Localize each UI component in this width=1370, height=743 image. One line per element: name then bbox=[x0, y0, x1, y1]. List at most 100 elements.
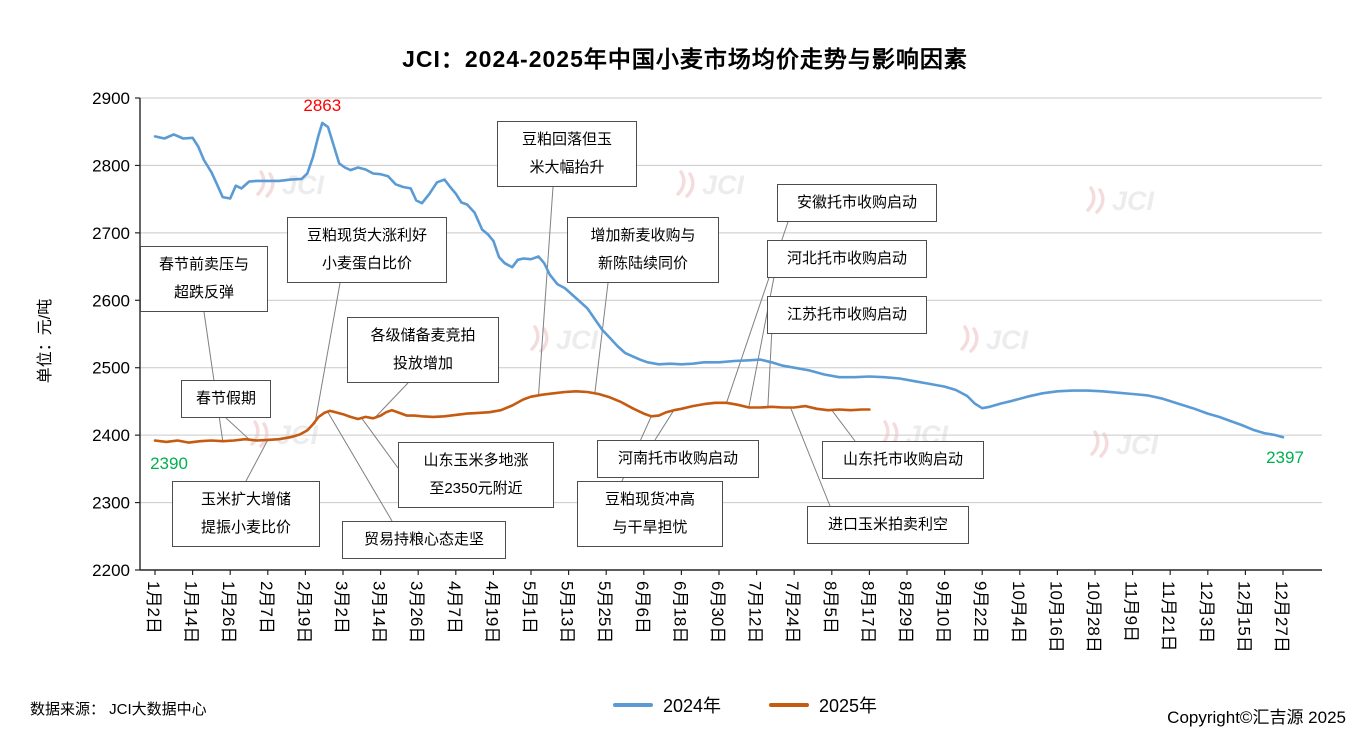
x-tick-label: 1月2日 bbox=[144, 581, 163, 634]
x-tick-label: 2月19日 bbox=[294, 581, 313, 643]
x-tick-label: 10月28日 bbox=[1084, 581, 1103, 653]
legend-item-2025: 2025年 bbox=[769, 692, 877, 718]
y-tick-label: 2300 bbox=[92, 494, 130, 513]
annotation-leader-line bbox=[831, 409, 856, 442]
x-tick-label: 3月26日 bbox=[407, 581, 426, 643]
x-tick-label: 8月29日 bbox=[896, 581, 915, 643]
y-tick-label: 2700 bbox=[92, 224, 130, 243]
data-source: 数据来源： JCI大数据中心 bbox=[30, 701, 207, 718]
x-tick-label: 11月9日 bbox=[1122, 581, 1141, 642]
annotation-box-hebei-floor-purchase: 河北托市收购启动 bbox=[767, 240, 927, 278]
chart-title: JCI：2024-2025年中国小麦市场均价走势与影响因素 bbox=[402, 46, 968, 72]
x-tick-label: 7月24日 bbox=[783, 581, 802, 643]
jci-claw-icon bbox=[530, 325, 549, 353]
annotation-leader-line bbox=[203, 311, 224, 441]
jci-watermark-text: JCI bbox=[702, 170, 745, 200]
y-tick-label: 2900 bbox=[92, 89, 130, 108]
x-tick-label: 8月5日 bbox=[821, 581, 840, 634]
annotation-text-line: 春节前卖压与 bbox=[158, 256, 249, 273]
x-tick-label: 12月27日 bbox=[1272, 581, 1291, 653]
annotation-box-shandong-floor-purchase: 山东托市收购启动 bbox=[822, 441, 984, 479]
annotation-leader-line bbox=[654, 409, 675, 441]
annotation-leader-line bbox=[767, 327, 773, 407]
annotation-text-line: 各级储备麦竞拍 bbox=[370, 327, 476, 344]
jci-claw-icon bbox=[960, 325, 979, 353]
legend-swatch-2025 bbox=[769, 703, 809, 707]
x-tick-label: 5月13日 bbox=[558, 581, 577, 643]
point-label-2863: 2863 bbox=[303, 96, 341, 115]
jci-watermark-text: JCI bbox=[1112, 186, 1155, 216]
annotation-leader-line bbox=[538, 186, 554, 396]
annotation-leader-line bbox=[245, 439, 269, 482]
annotation-leader-line bbox=[748, 271, 776, 407]
jci-watermark-icon: JCI bbox=[676, 170, 745, 200]
annotation-text-line: 豆粕现货大涨利好 bbox=[306, 227, 427, 244]
annotation-text-line: 与干旱担忧 bbox=[612, 519, 688, 536]
annotation-text-line: 提振小麦比价 bbox=[200, 519, 291, 536]
x-tick-label: 9月10日 bbox=[934, 581, 953, 643]
x-tick-label: 3月2日 bbox=[332, 581, 351, 634]
jci-watermark-icon: JCI bbox=[1090, 430, 1159, 460]
jci-watermark-icon: JCI bbox=[1086, 186, 1155, 216]
annotation-box-anhui-floor-purchase: 安徽托市收购启动 bbox=[777, 184, 937, 222]
annotation-text-line: 豆粕回落但玉 bbox=[521, 131, 612, 148]
y-tick-label: 2600 bbox=[92, 291, 130, 310]
x-tick-label: 3月14日 bbox=[370, 581, 389, 643]
x-tick-label: 5月1日 bbox=[520, 581, 539, 634]
jci-claw-icon bbox=[250, 420, 269, 448]
annotation-text-line: 小麦蛋白比价 bbox=[321, 255, 412, 272]
jci-watermark-icon: JCI bbox=[960, 325, 1029, 355]
annotation-box-traders-hold-grain: 贸易持粮心态走坚 bbox=[342, 521, 506, 559]
y-tick-label: 2500 bbox=[92, 359, 130, 378]
jci-watermark-icon: JCI bbox=[256, 170, 325, 200]
y-tick-label: 2800 bbox=[92, 156, 130, 175]
x-tick-label: 1月14日 bbox=[182, 581, 201, 643]
y-tick-label: 2200 bbox=[92, 561, 130, 580]
annotation-leader-line bbox=[327, 411, 393, 522]
x-tick-label: 6月6日 bbox=[633, 581, 652, 634]
series-line-2025年 bbox=[153, 389, 871, 444]
annotation-text-line: 贸易持粮心态走坚 bbox=[363, 531, 484, 548]
annotation-text-line: 春节假期 bbox=[195, 390, 256, 407]
annotation-leader-line bbox=[361, 417, 399, 469]
annotation-text-line: 增加新麦收购与 bbox=[590, 227, 696, 244]
annotation-text-line: 超跌反弹 bbox=[173, 284, 234, 301]
jci-watermark-text: JCI bbox=[986, 325, 1029, 355]
annotation-text-line: 山东托市收购启动 bbox=[842, 451, 963, 468]
x-tick-label: 6月30日 bbox=[708, 581, 727, 643]
annotation-leader-line bbox=[789, 407, 831, 507]
legend-item-2024: 2024年 bbox=[612, 692, 721, 718]
annotation-box-spring-festival: 春节假期 bbox=[181, 380, 271, 418]
copyright: Copyright©汇吉源 2025 bbox=[1167, 708, 1346, 727]
x-tick-label: 2月7日 bbox=[257, 581, 276, 634]
annotation-text-line: 新陈陆续同价 bbox=[597, 255, 688, 272]
annotation-box-jiangsu-floor-purchase: 江苏托市收购启动 bbox=[767, 296, 927, 334]
series-line-2024年 bbox=[153, 121, 1285, 439]
annotation-text-line: 山东玉米多地涨 bbox=[423, 452, 529, 469]
annotation-box-soymeal-spot-rally: 豆粕现货大涨利好 小麦蛋白比价 bbox=[287, 217, 447, 283]
jci-watermark-text: JCI bbox=[282, 170, 325, 200]
legend: 2024年 2025年 bbox=[60, 692, 1370, 718]
point-label-2390: 2390 bbox=[150, 454, 188, 473]
annotation-box-soymeal-drought-worry: 豆粕现货冲高 与干旱担忧 bbox=[577, 481, 723, 547]
legend-swatch-2024 bbox=[612, 703, 653, 707]
x-tick-label: 11月21日 bbox=[1159, 581, 1178, 652]
annotation-box-new-wheat-purchase: 增加新麦收购与 新陈陆续同价 bbox=[567, 217, 719, 283]
annotation-box-shandong-corn-2350: 山东玉米多地涨 至2350元附近 bbox=[398, 442, 554, 508]
annotation-text-line: 米大幅抬升 bbox=[529, 159, 605, 176]
legend-label-2025: 2025年 bbox=[819, 696, 878, 716]
annotation-text-line: 玉米扩大增储 bbox=[200, 491, 291, 508]
annotation-text-line: 江苏托市收购启动 bbox=[786, 306, 907, 323]
annotation-leader-line bbox=[594, 282, 609, 393]
jci-claw-icon bbox=[1086, 186, 1105, 214]
annotation-box-imported-corn-auction: 进口玉米拍卖利空 bbox=[807, 506, 969, 544]
annotation-text-line: 投放增加 bbox=[392, 355, 453, 372]
jci-watermark-text: JCI bbox=[556, 325, 599, 355]
annotation-box-henan-floor-purchase: 河南托市收购启动 bbox=[597, 440, 759, 478]
y-tick-label: 2400 bbox=[92, 426, 130, 445]
x-tick-label: 12月15日 bbox=[1234, 581, 1253, 653]
x-tick-label: 10月16日 bbox=[1046, 581, 1065, 653]
x-tick-label: 4月19日 bbox=[482, 581, 501, 643]
